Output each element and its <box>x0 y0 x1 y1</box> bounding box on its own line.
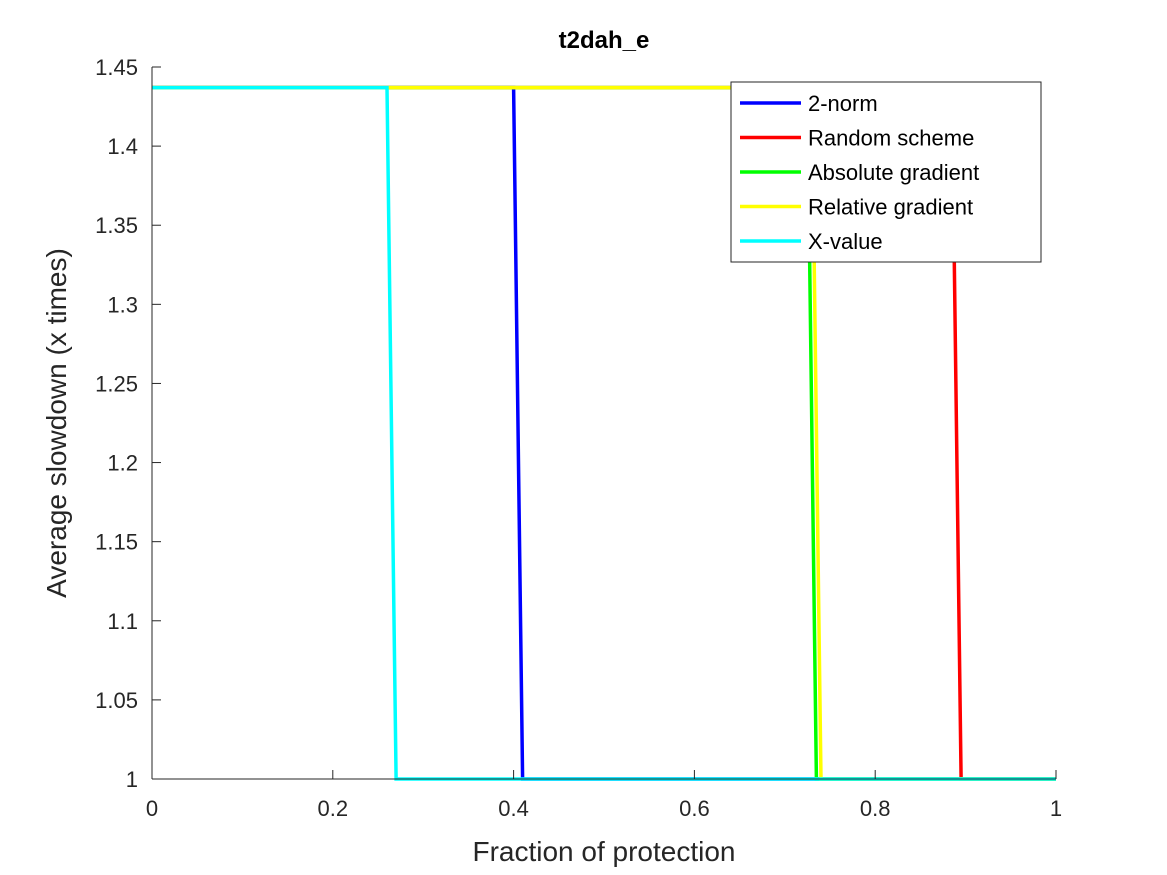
y-tick-label: 1 <box>126 767 138 792</box>
axes-layer: 0 0.2 0.4 0.6 0.8 1 1 1.05 1.1 1.15 1.2 1.25 1.3 1.35… <box>95 55 1062 821</box>
x-tick-label: 1 <box>1050 796 1062 821</box>
y-tick-label: 1.1 <box>107 609 138 634</box>
legend-label-relative-gradient: Relative gradient <box>808 195 973 220</box>
chart-title: t2dah_e <box>559 27 650 54</box>
legend-label-x-value: X-value <box>808 229 883 254</box>
y-tick-label: 1.45 <box>95 55 138 80</box>
y-tick-label: 1.4 <box>107 134 138 159</box>
x-tick-label: 0.6 <box>679 796 710 821</box>
y-tick-label: 1.05 <box>95 688 138 713</box>
y-tick-label: 1.15 <box>95 530 138 555</box>
x-tick-label: 0.4 <box>498 796 529 821</box>
legend-label-2-norm: 2-norm <box>808 91 878 116</box>
legend-items: 2-norm Random scheme Absolute gradient Rela… <box>740 91 979 254</box>
y-tick-label: 1.3 <box>107 292 138 317</box>
y-tick-label: 1.25 <box>95 371 138 396</box>
legend-label-absolute-gradient: Absolute gradient <box>808 160 979 185</box>
x-axis-label: Fraction of protection <box>472 836 735 867</box>
y-tick-label: 1.35 <box>95 213 138 238</box>
x-tick-label: 0.2 <box>318 796 349 821</box>
y-axis-label: Average slowdown (x times) <box>41 248 72 598</box>
x-tick-label: 0 <box>146 796 158 821</box>
legend-label-random-scheme: Random scheme <box>808 126 974 151</box>
x-tick-label: 0.8 <box>860 796 891 821</box>
legend: 2-norm Random scheme Absolute gradient Rela… <box>730 81 1042 263</box>
y-tick-label: 1.2 <box>107 451 138 476</box>
